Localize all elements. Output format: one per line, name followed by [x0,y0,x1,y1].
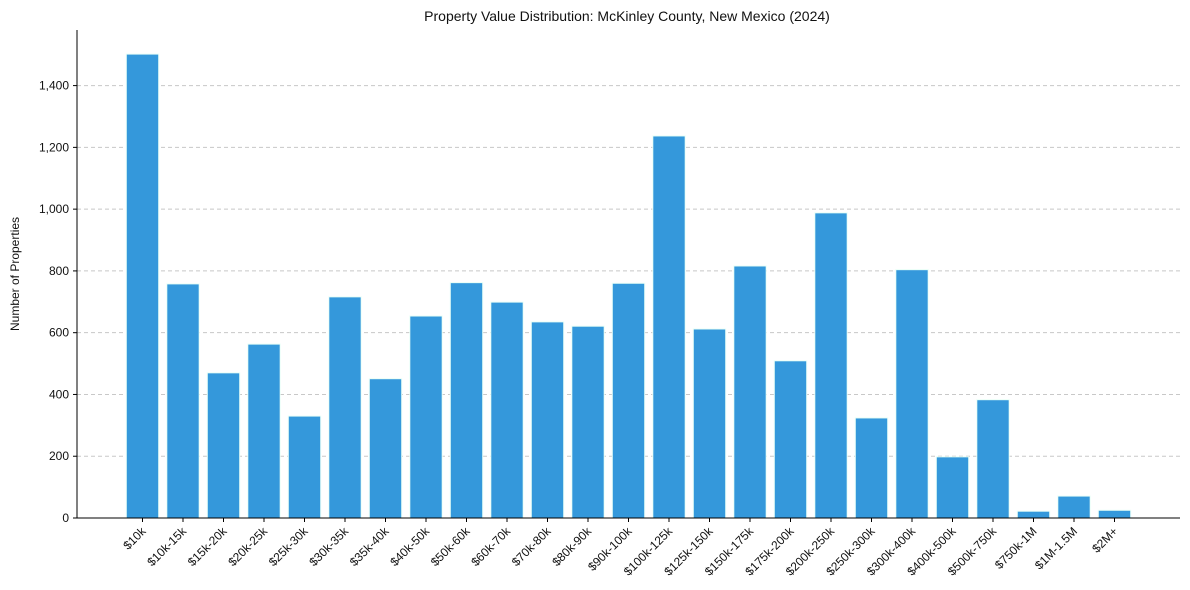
y-tick-label: 1,200 [39,140,69,154]
bar [976,399,1010,519]
bar [652,135,686,519]
x-tick-label: $750k-1M [992,524,1040,572]
x-tick-label: $30k-35k [306,524,352,570]
y-tick-label: 1,400 [39,79,69,93]
bar [1016,510,1051,519]
x-tick-label: $40k-50k [387,524,433,570]
bar [814,212,848,519]
y-tick-label: 200 [49,449,69,463]
bar [692,328,727,519]
y-tick-labels: 0 200 400 600 800 1,000 1,200 1,400 [39,79,77,525]
x-tick-label: $2M+ [1089,524,1120,555]
chart-title: Property Value Distribution: McKinley Co… [424,8,830,24]
x-tick-label: $20k-25k [225,524,271,570]
bar [409,315,443,519]
bar [449,282,484,519]
y-tick-label: 600 [49,326,69,340]
x-tick-label: $10k-15k [144,524,190,570]
bar [733,265,767,519]
bars [125,53,1132,519]
x-tick-labels: $10k$10k-15k$15k-20k$20k-25k$25k-30k$30k… [120,518,1121,578]
x-tick-label: $1M-1.5M [1032,524,1080,572]
bar [368,378,403,519]
bar [935,456,970,519]
bar [490,301,524,519]
bar [287,415,322,519]
x-tick-label: $50k-60k [428,524,474,570]
y-tick-label: 1,000 [39,202,69,216]
bar [328,296,362,519]
y-tick-label: 800 [49,264,69,278]
bar [166,283,200,519]
y-axis-label: Number of Properties [8,217,22,331]
y-tick-label: 400 [49,387,69,401]
x-tick-label: $10k [120,524,149,553]
bar [247,343,281,519]
bar [1057,495,1091,519]
bar [206,372,241,519]
y-tick-label: 0 [62,511,69,525]
x-tick-label: $25k-30k [266,524,312,570]
bar [895,269,929,519]
bar [611,282,646,519]
x-tick-label: $60k-70k [468,524,514,570]
bar [530,321,565,519]
bar [773,360,808,519]
bar [1097,509,1132,519]
x-tick-label: $15k-20k [185,524,231,570]
bar [571,325,605,519]
x-tick-label: $35k-40k [347,524,393,570]
x-tick-label: $70k-80k [509,524,555,570]
bar [854,417,889,519]
bar [125,53,160,519]
